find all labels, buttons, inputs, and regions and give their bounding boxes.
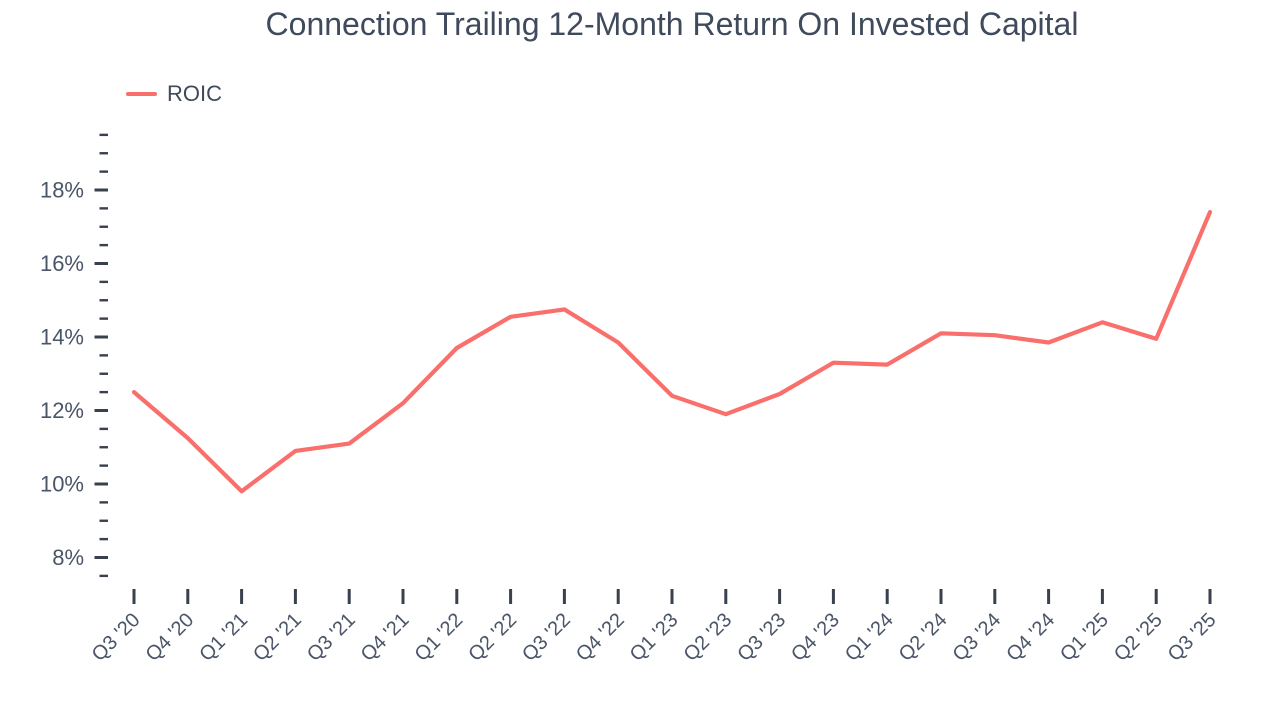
x-axis-label: Q3 '25 (1164, 609, 1221, 666)
x-axis-label: Q3 '20 (88, 609, 145, 666)
x-axis-label: Q4 '22 (572, 609, 629, 666)
y-axis-label: 8% (52, 545, 84, 570)
x-axis-label: Q3 '23 (733, 609, 790, 666)
x-axis-label: Q3 '24 (949, 609, 1006, 666)
x-axis-label: Q2 '25 (1110, 609, 1167, 666)
y-axis-label: 14% (40, 325, 84, 350)
x-axis-label: Q2 '23 (680, 609, 737, 666)
roic-series-line (131, 210, 1213, 494)
x-axis-label: Q3 '22 (518, 609, 575, 666)
x-axis-label: Q4 '24 (1002, 609, 1059, 666)
legend-label: ROIC (167, 81, 222, 106)
legend-line-swatch (126, 92, 157, 96)
y-axis-label: 16% (40, 251, 84, 276)
x-axis-label: Q2 '24 (895, 609, 952, 666)
chart-title: Connection Trailing 12-Month Return On I… (265, 6, 1079, 42)
y-axis-label: 12% (40, 398, 84, 423)
x-axis-label: Q1 '23 (626, 609, 683, 666)
x-axis-label: Q1 '24 (841, 609, 898, 666)
legend-item-roic[interactable]: ROIC (126, 81, 222, 107)
y-axis-label: 10% (40, 472, 84, 497)
y-axis-label: 18% (40, 178, 84, 203)
x-axis-label: Q3 '21 (303, 609, 360, 666)
x-axis-label: Q1 '21 (195, 609, 252, 666)
x-axis-label: Q4 '20 (142, 609, 199, 666)
x-axis-label: Q1 '22 (411, 609, 468, 666)
x-axis-label: Q1 '25 (1056, 609, 1113, 666)
x-axis-label: Q2 '21 (249, 609, 306, 666)
x-axis-label: Q4 '21 (357, 609, 414, 666)
x-axis-label: Q2 '22 (464, 609, 521, 666)
x-axis-label: Q4 '23 (787, 609, 844, 666)
